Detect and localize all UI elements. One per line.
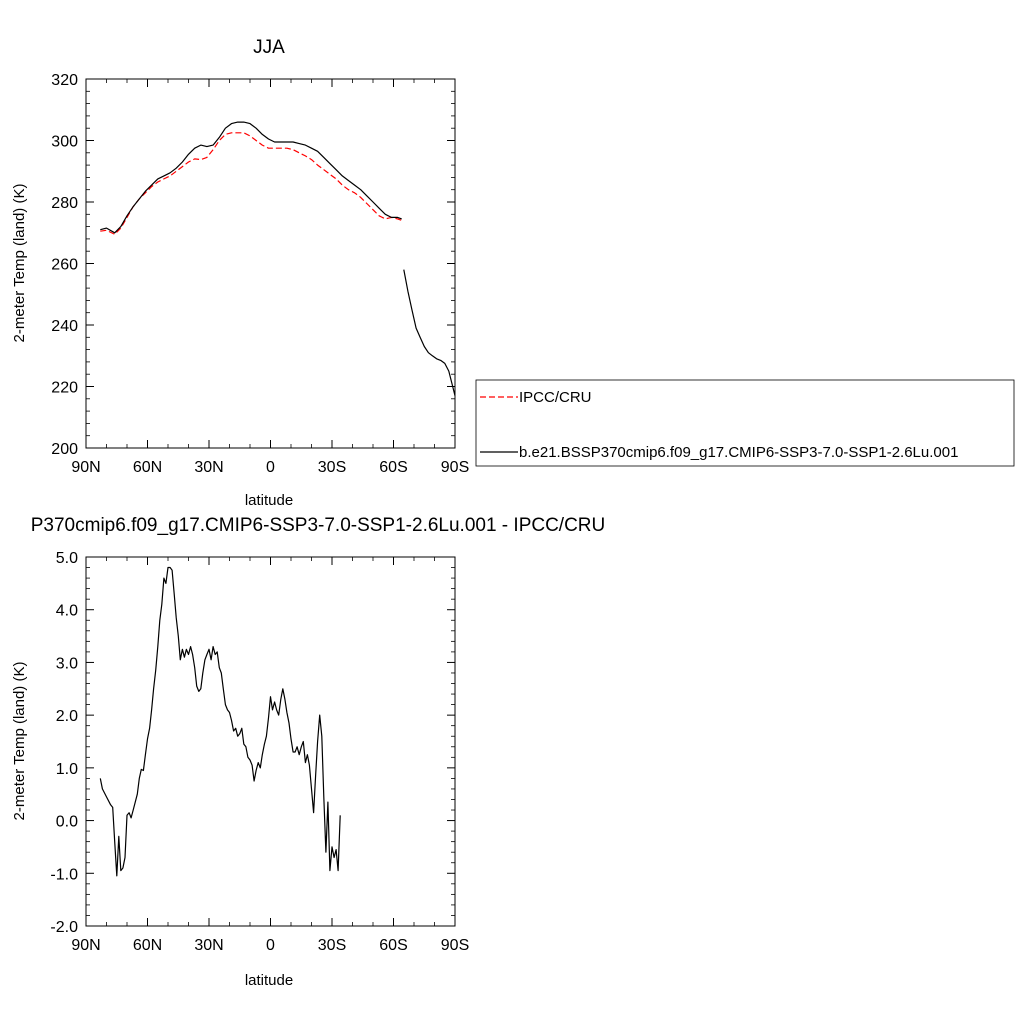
- legend-box: [475, 379, 1015, 467]
- bottom-chart-series-0-line: [99, 566, 341, 877]
- top-chart-ytick-label: 220: [51, 380, 78, 397]
- top-chart-xtick-label: 90S: [441, 459, 469, 476]
- top-chart-ytick-label: 320: [51, 72, 78, 89]
- top-chart-series-0-line: [100, 132, 402, 235]
- bottom-chart-plot-frame: [85, 556, 456, 927]
- top-chart-xtick-label: 30S: [318, 459, 346, 476]
- legend: IPCC/CRU b.e21.BSSP370cmip6.f09_g17.CMIP…: [475, 379, 1015, 467]
- bottom-chart-ytick-label: -1.0: [50, 866, 78, 883]
- top-chart-plot-frame: [85, 78, 456, 449]
- top-chart-title: JJA: [253, 37, 285, 58]
- top-chart-ytick-label: 260: [51, 257, 78, 274]
- bottom-chart-ylabel: 2-meter Temp (land) (K): [11, 662, 28, 821]
- top-chart-ylabel: 2-meter Temp (land) (K): [11, 184, 28, 343]
- top-chart-series-1-line: [403, 269, 456, 396]
- bottom-chart-xtick-label: 0: [266, 937, 275, 954]
- bottom-chart-ytick-label: 2.0: [56, 708, 78, 725]
- bottom-chart-xtick-label: 30S: [318, 937, 346, 954]
- bottom-chart-xtick-label: 60N: [133, 937, 162, 954]
- bottom-chart-xtick-label: 90S: [441, 937, 469, 954]
- bottom-chart-xtick-label: 60S: [379, 937, 407, 954]
- bottom-chart-ytick-label: 5.0: [56, 550, 78, 567]
- bottom-chart-xtick-label: 30N: [194, 937, 223, 954]
- bottom-chart-ytick-label: 0.0: [56, 814, 78, 831]
- top-chart-xtick-label: 60S: [379, 459, 407, 476]
- legend-label-model: b.e21.BSSP370cmip6.f09_g17.CMIP6-SSP3-7.…: [519, 444, 958, 461]
- bottom-chart-ytick-label: 1.0: [56, 761, 78, 778]
- top-chart-xlabel: latitude: [245, 492, 293, 509]
- bottom-chart-ytick-label: 4.0: [56, 603, 78, 620]
- bottom-chart-title: P370cmip6.f09_g17.CMIP6-SSP3-7.0-SSP1-2.…: [31, 515, 606, 536]
- top-chart-ytick-label: 280: [51, 195, 78, 212]
- bottom-chart-xlabel: latitude: [245, 972, 293, 989]
- bottom-chart-ytick-label: 3.0: [56, 655, 78, 672]
- top-chart-ytick-label: 300: [51, 134, 78, 151]
- top-chart-xtick-label: 90N: [71, 459, 100, 476]
- top-chart-xtick-label: 60N: [133, 459, 162, 476]
- bottom-chart-ytick-label: -2.0: [50, 919, 78, 936]
- top-chart-ytick-label: 240: [51, 318, 78, 335]
- legend-label-ipcc-cru: IPCC/CRU: [519, 389, 592, 406]
- top-chart-xtick-label: 0: [266, 459, 275, 476]
- top-chart-series-1-line: [100, 121, 402, 234]
- top-chart-ytick-label: 200: [51, 441, 78, 458]
- top-chart-xtick-label: 30N: [194, 459, 223, 476]
- bottom-chart-xtick-label: 90N: [71, 937, 100, 954]
